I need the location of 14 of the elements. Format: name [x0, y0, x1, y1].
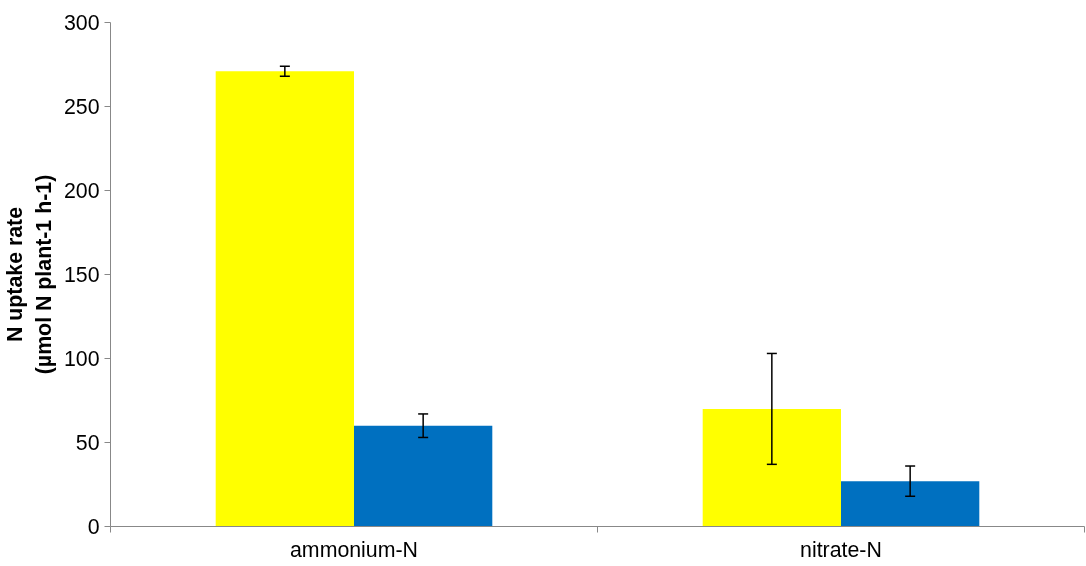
y-tick-label: 50 [75, 431, 100, 455]
y-tick-label: 300 [63, 11, 100, 35]
bar [702, 408, 841, 527]
y-tick-label: 100 [63, 347, 100, 371]
y-axis-title: N uptake rate (µmol N plant-1 h-1) [3, 174, 56, 375]
y-tick-label: 150 [63, 263, 100, 287]
bar [215, 71, 354, 527]
y-tick-label: 200 [63, 179, 100, 203]
x-tick-label: ammonium-N [290, 537, 419, 562]
y-tick-label: 0 [87, 515, 100, 539]
bar [354, 425, 493, 527]
bar [841, 481, 980, 527]
y-tick-label: 250 [63, 95, 100, 119]
x-tick-label: nitrate-N [800, 537, 882, 562]
